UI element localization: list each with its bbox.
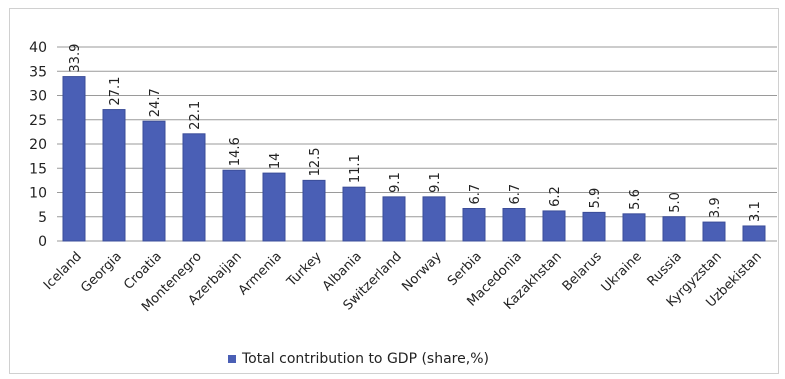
data-label: 6.2 (548, 186, 563, 207)
data-label: 5.9 (588, 188, 603, 209)
y-tick-label: 25 (29, 113, 47, 129)
bar-georgia (102, 109, 126, 242)
data-label: 14.6 (228, 137, 243, 166)
data-label: 6.7 (468, 184, 483, 205)
bar-uzbekistan (742, 225, 766, 242)
bar-switzerland (382, 196, 406, 242)
bar-azerbaijan (222, 169, 246, 242)
bar-serbia (462, 208, 486, 242)
x-category-label: Serbia (445, 249, 485, 289)
bar-russia (662, 216, 686, 242)
bars (62, 76, 766, 242)
data-label: 6.7 (508, 184, 523, 205)
data-label: 9.1 (388, 172, 403, 193)
bar-armenia (262, 172, 286, 242)
bar-montenegro (182, 133, 206, 242)
legend: Total contribution to GDP (share,%) (228, 349, 489, 369)
data-label: 12.5 (308, 147, 323, 176)
bar-belarus (582, 211, 606, 242)
gridlines (57, 46, 777, 242)
data-labels: 33.9 27.1 24.7 22.1 14.6 14 12.5 11.1 9.1 9.1 6.7 6… (68, 44, 763, 222)
y-axis-ticks: 0 5 10 15 20 25 30 35 40 (29, 40, 47, 250)
bar-turkey (302, 179, 326, 242)
bar-kazakhstan (542, 210, 566, 242)
x-category-label: Georgia (78, 249, 125, 296)
bar-kyrgyzstan (702, 221, 726, 242)
y-tick-label: 15 (29, 161, 47, 177)
data-label: 9.1 (428, 172, 443, 193)
y-tick-label: 10 (29, 186, 47, 202)
bar-albania (342, 186, 366, 242)
bar-ukraine (622, 213, 646, 242)
y-tick-label: 30 (29, 89, 47, 105)
bar-norway (422, 196, 446, 242)
data-label: 24.7 (148, 88, 163, 117)
x-category-label: Turkey (284, 249, 325, 290)
legend-label: Total contribution to GDP (share,%) (242, 351, 489, 367)
x-category-label: Armenia (236, 249, 285, 298)
data-label: 11.1 (348, 154, 363, 183)
y-tick-label: 40 (29, 40, 47, 56)
legend-swatch (228, 355, 236, 363)
y-tick-label: 35 (29, 64, 47, 80)
data-label: 3.9 (708, 197, 723, 218)
data-label: 33.9 (68, 44, 83, 73)
data-label: 22.1 (188, 101, 203, 130)
data-label: 3.1 (748, 201, 763, 222)
data-label: 5.0 (668, 192, 683, 213)
chart-frame (9, 8, 779, 374)
bar-croatia (142, 120, 166, 242)
y-tick-label: 0 (38, 234, 47, 250)
bar-iceland (62, 76, 86, 242)
bar-macedonia (502, 208, 526, 242)
data-label: 27.1 (108, 77, 123, 106)
x-category-label: Belarus (560, 249, 605, 294)
x-category-label: Ukraine (599, 249, 645, 295)
x-category-label: Norway (399, 249, 445, 295)
data-label: 5.6 (628, 189, 643, 210)
data-label: 14 (268, 153, 283, 170)
y-tick-label: 20 (29, 137, 47, 153)
x-axis-labels: IcelandGeorgiaCroatiaMontenegroAzerbaija… (41, 249, 765, 315)
y-tick-label: 5 (38, 210, 47, 226)
